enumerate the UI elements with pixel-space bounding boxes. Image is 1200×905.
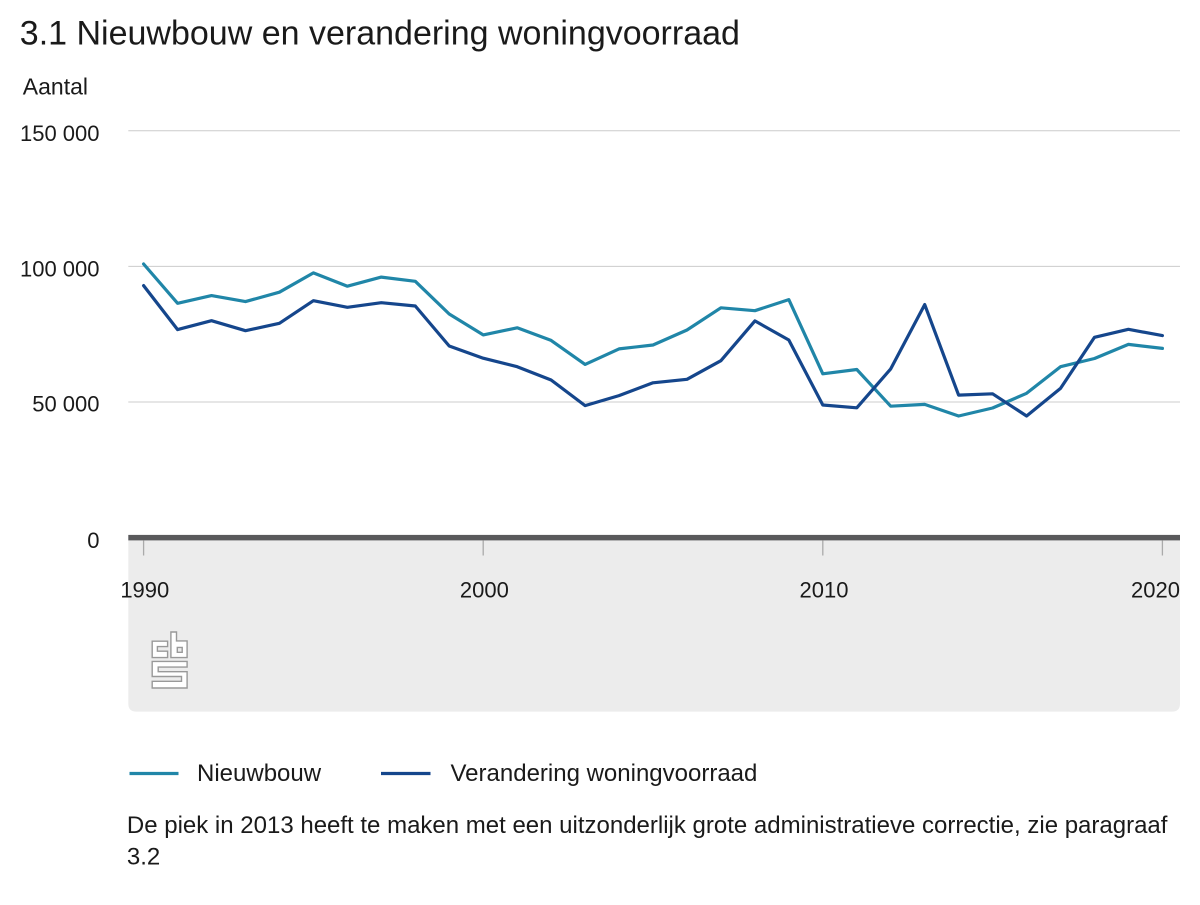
svg-text:0: 0 — [87, 528, 99, 553]
svg-text:2000: 2000 — [460, 578, 509, 603]
svg-text:3.1 Nieuwbouw en verandering w: 3.1 Nieuwbouw en verandering woningvoorr… — [20, 15, 740, 53]
svg-text:50 000: 50 000 — [32, 392, 99, 417]
svg-text:2020: 2020 — [1131, 578, 1180, 603]
svg-text:1990: 1990 — [120, 578, 169, 603]
svg-text:Aantal: Aantal — [23, 74, 88, 100]
svg-text:3.2: 3.2 — [127, 843, 160, 870]
svg-text:Verandering woningvoorraad: Verandering woningvoorraad — [451, 760, 758, 787]
svg-text:Nieuwbouw: Nieuwbouw — [197, 760, 322, 787]
svg-text:100 000: 100 000 — [20, 257, 100, 282]
svg-text:2010: 2010 — [800, 578, 849, 603]
svg-text:150 000: 150 000 — [20, 121, 100, 146]
svg-text:De piek in 2013 heeft te maken: De piek in 2013 heeft te maken met een u… — [127, 812, 1168, 839]
